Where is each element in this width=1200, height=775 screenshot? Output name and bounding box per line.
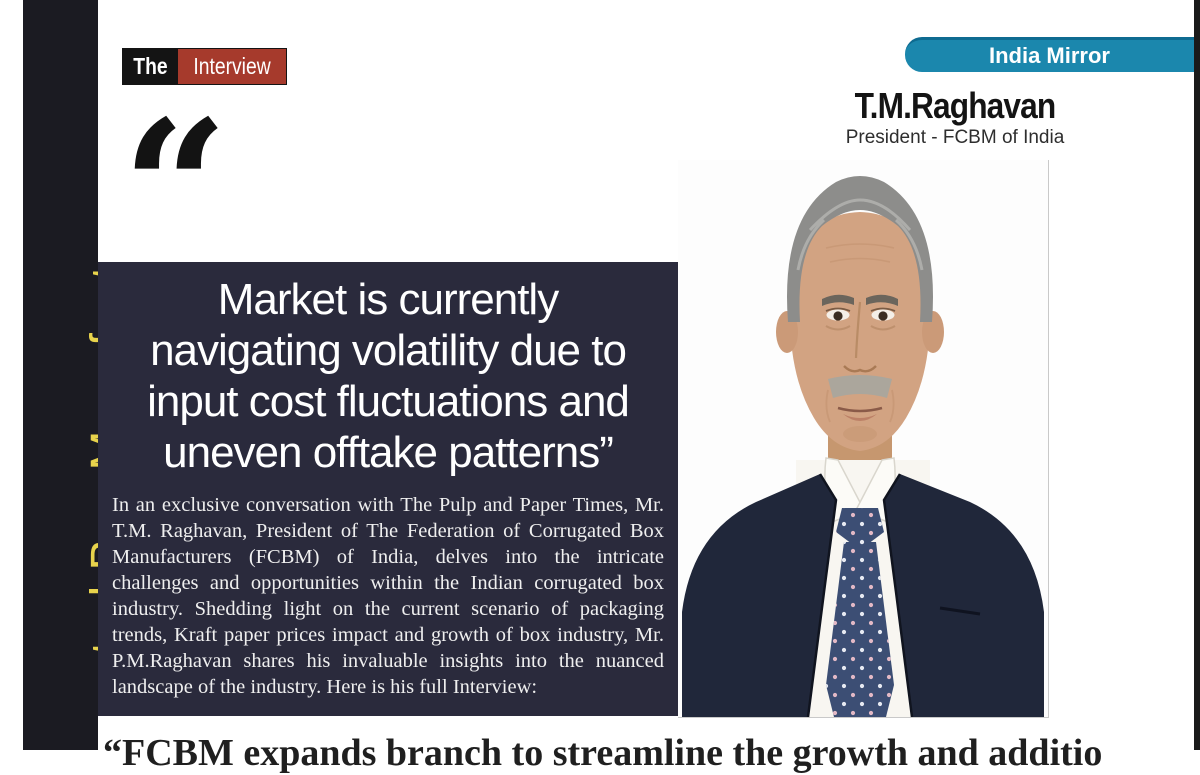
person-title: President - FCBM of India xyxy=(845,127,1065,148)
hair-streaks xyxy=(796,198,924,271)
logo-interview-text: Interview xyxy=(193,53,271,79)
under-eye-bags xyxy=(825,325,896,331)
headline-panel: Market is currently navigating volatilit… xyxy=(98,262,678,716)
person-name: T.M.Raghavan xyxy=(854,85,1057,126)
suit-left xyxy=(682,474,836,717)
face-shape xyxy=(789,212,931,451)
nose-base xyxy=(843,365,877,373)
lapel-left-line xyxy=(806,473,838,718)
india-mirror-badge: India Mirror xyxy=(905,37,1194,72)
forehead-lines xyxy=(825,243,895,263)
magazine-page: { "colors": { "page-bg": "#ffffff", "bar… xyxy=(23,0,1200,774)
pocket-line xyxy=(939,606,981,616)
nose-bridge xyxy=(854,301,862,359)
the-interview-logo: The Interview xyxy=(122,48,287,85)
logo-interview-segment: Interview xyxy=(177,49,286,84)
logo-the-text: The xyxy=(133,53,168,79)
lower-lip xyxy=(843,414,877,421)
headline-line-1: Market is currently xyxy=(217,275,559,324)
mouth-line xyxy=(837,406,883,413)
side-bar-label: Corrugated Box Manufacturers xyxy=(82,150,98,750)
person-name-wrap: T.M.Raghavan xyxy=(770,88,1140,124)
logo-the-segment: The xyxy=(123,49,178,84)
side-bar: Corrugated Box Manufacturers xyxy=(23,0,98,750)
intro-paragraph: In an exclusive conversation with The Pu… xyxy=(112,494,664,699)
headline-line-2: navigating volatility due to xyxy=(150,326,627,376)
eyebrow-left xyxy=(822,294,854,306)
opening-quote-mark: “ xyxy=(122,79,229,297)
tie-body-dots xyxy=(826,542,894,717)
bottom-headline-fragment: “FCBM expands branch to streamline the g… xyxy=(103,732,1103,774)
mustache-shape xyxy=(828,375,892,398)
chin-shade xyxy=(843,426,877,442)
lapel-right-line xyxy=(882,473,914,718)
eyebrow-right xyxy=(866,294,898,306)
tie-knot-dots xyxy=(836,508,884,550)
headline-line-3: input cost fluctuations and xyxy=(147,377,630,427)
portrait-photo xyxy=(678,160,1049,718)
page-right-edge xyxy=(1194,0,1200,750)
portrait-illustration xyxy=(682,176,1044,718)
eyelid-lines xyxy=(825,307,896,312)
suit-right xyxy=(884,474,1044,717)
jowl-lines xyxy=(825,389,895,423)
eye-left-iris xyxy=(833,311,843,321)
india-mirror-label: India Mirror xyxy=(988,43,1110,68)
hair-shape xyxy=(787,176,933,322)
pull-quote-headline: Market is currently navigating volatilit… xyxy=(98,274,678,478)
eye-right-iris xyxy=(878,311,888,321)
headline-line-4: uneven offtake patterns” xyxy=(163,428,614,478)
